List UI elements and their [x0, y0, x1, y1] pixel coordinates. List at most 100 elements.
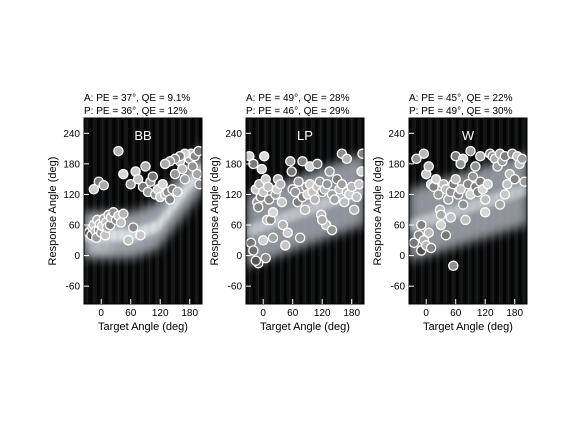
stats-line: P: PE = 49°, QE = 30% [409, 106, 513, 117]
data-point [280, 240, 291, 251]
data-point [353, 178, 364, 190]
data-point [479, 194, 491, 205]
data-point [502, 178, 513, 190]
data-point [267, 232, 279, 244]
x-axis-label: Target Angle (deg) [98, 321, 188, 333]
data-point [147, 171, 159, 182]
data-point [440, 229, 452, 241]
data-point [445, 212, 457, 223]
stats-line: A: PE = 45°, QE = 22% [409, 93, 513, 104]
y-tick-label: 120 [63, 190, 80, 201]
data-point [135, 229, 146, 241]
data-point [357, 148, 364, 159]
panel-lp: A: PE = 49°, QE = 28% P: PE = 46°, QE = 2… [209, 93, 365, 333]
data-point [267, 207, 279, 218]
data-point [140, 161, 151, 172]
data-point [285, 156, 296, 167]
data-point [479, 207, 491, 218]
x-tick-label: 60 [287, 308, 299, 319]
x-tick-label: 60 [450, 308, 462, 319]
data-point [260, 252, 271, 264]
data-point [423, 227, 434, 238]
y-tick-label: 60 [394, 221, 406, 232]
density-heatmap [246, 118, 364, 304]
data-point [289, 186, 301, 198]
data-point [435, 219, 447, 231]
data-point [253, 201, 264, 213]
data-point [293, 176, 304, 187]
data-point [123, 235, 134, 246]
stats-line: A: PE = 49°, QE = 28% [246, 93, 350, 104]
x-tick-label: 0 [260, 308, 266, 319]
y-tick-label: 240 [63, 129, 80, 140]
data-point [115, 217, 127, 228]
axes-frame [245, 117, 365, 305]
y-tick-label: 180 [63, 159, 80, 170]
data-point [286, 166, 297, 177]
data-point [159, 158, 171, 170]
data-point [448, 260, 459, 272]
data-point [299, 204, 311, 215]
y-tick-label: 120 [388, 190, 405, 201]
data-point [341, 153, 353, 165]
data-point [351, 191, 362, 203]
data-point [499, 189, 511, 200]
y-axis-label: Response Angle (deg) [47, 157, 59, 266]
data-point [457, 199, 469, 210]
data-point [127, 222, 139, 233]
data-point [282, 227, 294, 238]
data-point [482, 178, 493, 190]
data-point [187, 161, 198, 172]
stats-line: P: PE = 36°, QE = 12% [84, 106, 188, 117]
data-point [297, 156, 308, 167]
data-point [256, 163, 267, 175]
data-point [312, 158, 323, 170]
y-tick-label: 0 [399, 251, 405, 262]
y-tick-label: -60 [228, 282, 243, 293]
x-tick-label: 120 [152, 308, 169, 319]
data-point [516, 153, 527, 165]
panel-w: A: PE = 45°, QE = 22% P: PE = 49°, QE = 3… [372, 93, 528, 333]
data-point [193, 145, 202, 157]
data-point [326, 224, 338, 236]
data-point [455, 184, 466, 195]
panel-label: W [462, 128, 475, 143]
data-points [84, 145, 202, 246]
y-tick-label: 240 [388, 129, 405, 140]
y-tick-label: 0 [74, 251, 80, 262]
data-point [433, 189, 444, 200]
data-point [118, 168, 129, 180]
data-point [494, 199, 506, 210]
x-tick-label: 120 [477, 308, 494, 319]
data-point [169, 168, 181, 180]
data-point [418, 148, 430, 159]
data-point [277, 219, 289, 231]
data-point [425, 242, 437, 254]
data-point [179, 173, 191, 185]
x-axis-label: Target Angle (deg) [260, 321, 350, 333]
data-point [348, 204, 360, 215]
data-point [430, 173, 442, 185]
density-heatmap [409, 118, 527, 304]
x-tick-label: 180 [343, 308, 360, 319]
data-point [172, 186, 183, 198]
data-point [257, 235, 269, 246]
panel-bb: A: PE = 37°, QE = 9.1% P: PE = 36°, QE = … [47, 93, 203, 333]
data-point [118, 208, 129, 220]
y-axis-label: Response Angle (deg) [209, 157, 221, 266]
x-axis-label: Target Angle (deg) [423, 321, 513, 333]
y-axis-label: Response Angle (deg) [372, 157, 384, 266]
data-point [250, 255, 262, 266]
data-point [450, 173, 461, 185]
data-point [125, 178, 136, 190]
data-point [157, 178, 168, 190]
y-tick-label: 180 [388, 159, 405, 170]
data-point [336, 178, 348, 190]
data-point [88, 184, 100, 195]
data-point [416, 219, 427, 231]
data-point [248, 245, 259, 256]
data-point [191, 168, 202, 180]
y-tick-label: 60 [231, 221, 243, 232]
data-point [519, 176, 527, 187]
